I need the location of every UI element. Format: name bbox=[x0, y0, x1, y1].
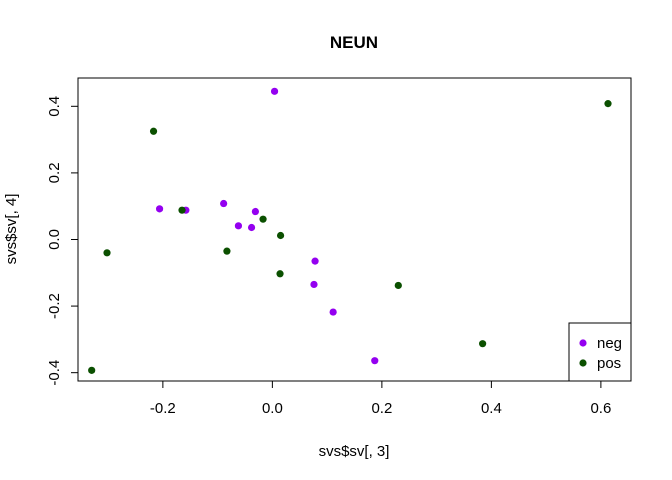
x-tick-label: 0.6 bbox=[590, 400, 611, 417]
legend-marker-neg bbox=[579, 339, 587, 347]
y-tick-label: 0.0 bbox=[46, 229, 63, 250]
point-pos bbox=[394, 281, 402, 290]
y-tick-label: 0.2 bbox=[46, 162, 63, 183]
plot-frame bbox=[77, 77, 632, 382]
legend-box bbox=[568, 322, 632, 382]
x-tick-label: -0.2 bbox=[150, 400, 176, 417]
x-tick-label: 0.2 bbox=[371, 400, 392, 417]
point-pos bbox=[223, 247, 231, 255]
point-pos bbox=[259, 215, 267, 223]
point-neg bbox=[155, 205, 164, 213]
legend-marker-pos bbox=[579, 359, 587, 367]
x-tick-label: 0.0 bbox=[262, 400, 283, 417]
point-neg bbox=[247, 223, 256, 232]
point-pos bbox=[276, 231, 285, 240]
point-neg bbox=[311, 257, 319, 265]
x-tick-label: 0.4 bbox=[481, 400, 502, 417]
x-axis-label: svs$sv[, 3] bbox=[319, 443, 390, 460]
point-pos bbox=[149, 127, 158, 135]
y-tick-label: 0.4 bbox=[46, 96, 63, 117]
point-neg bbox=[270, 87, 279, 95]
y-tick-label: -0.4 bbox=[46, 360, 63, 386]
point-neg bbox=[371, 357, 379, 365]
point-pos bbox=[178, 206, 186, 214]
legend-label-neg: neg bbox=[597, 335, 622, 352]
y-axis-label: svs$sv[, 4] bbox=[3, 194, 20, 265]
y-axis: -0.4 -0.2 0.0 0.2 0.4 bbox=[46, 96, 79, 386]
point-pos bbox=[604, 100, 612, 108]
point-pos bbox=[103, 249, 111, 257]
legend: neg pos bbox=[568, 322, 632, 382]
point-pos bbox=[479, 340, 487, 348]
x-axis: -0.2 0.0 0.2 0.4 0.6 bbox=[150, 380, 611, 417]
y-tick-label: -0.2 bbox=[46, 293, 63, 319]
legend-label-pos: pos bbox=[597, 355, 621, 372]
point-neg bbox=[220, 199, 228, 208]
point-pos bbox=[88, 366, 96, 374]
point-neg bbox=[234, 222, 243, 230]
chart-title: NEUN bbox=[330, 33, 378, 52]
point-neg bbox=[310, 280, 318, 289]
point-pos bbox=[276, 270, 284, 278]
point-neg bbox=[251, 207, 259, 216]
data-points bbox=[88, 87, 612, 374]
point-neg bbox=[329, 308, 337, 316]
